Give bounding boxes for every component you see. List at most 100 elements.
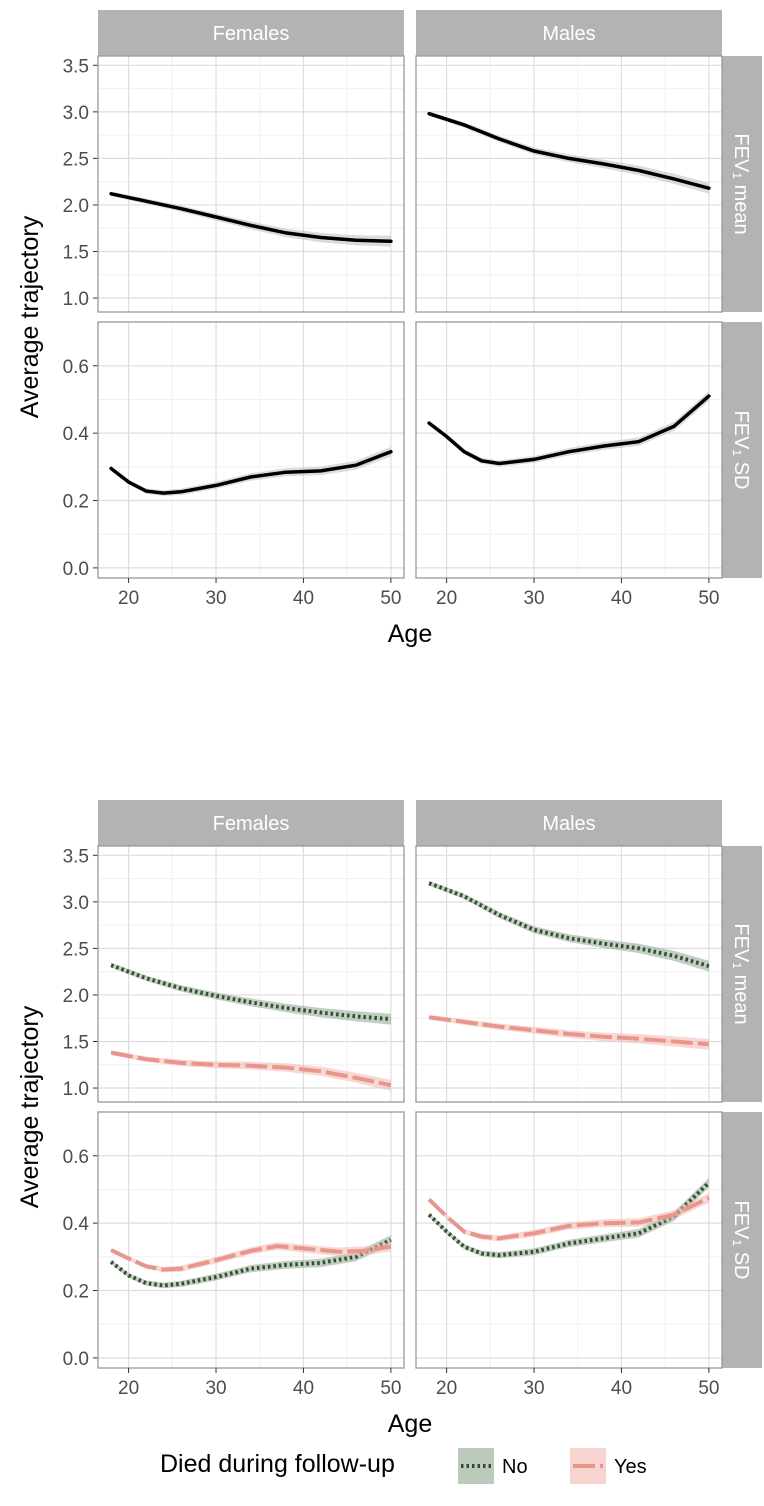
y-tick-label: 2.0 [63, 986, 89, 1007]
facet-strip-females [98, 800, 404, 846]
series-line [427, 111, 711, 190]
x-tick-label: 20 [436, 588, 457, 609]
x-tick-label: 30 [523, 588, 544, 609]
series-line-no [428, 881, 710, 969]
series-line-no [427, 1181, 711, 1258]
series-line-yes [427, 1196, 710, 1241]
panel-background [98, 1112, 404, 1368]
y-tick-label: 0.2 [63, 1282, 89, 1303]
confidence-band-no [111, 962, 391, 1025]
panel-border [97, 845, 405, 1103]
y-tick-label: 0.6 [63, 357, 89, 378]
x-tick-label: 40 [293, 1378, 314, 1399]
series-line-yes [110, 1244, 392, 1272]
series-line [109, 449, 393, 495]
y-tick-label: 1.5 [63, 242, 89, 263]
chart-block-1: Females Males FEV₁ mean 1.0 1.5 2.0 2.5 3.0 3.5 F… [16, 10, 762, 648]
series-line-no [110, 963, 392, 1022]
panel-border [97, 55, 405, 313]
series-line [109, 192, 393, 244]
x-tick-label: 20 [118, 1378, 139, 1399]
facet-strip-males [416, 10, 722, 56]
facet-strip-label: Females [213, 23, 290, 45]
x-tick-label: 40 [611, 1378, 632, 1399]
panel-border [415, 1111, 723, 1369]
panel-females-mean [97, 55, 405, 313]
confidence-band-yes [429, 1193, 709, 1242]
series-line-yes [110, 1050, 392, 1088]
x-tick-label: 50 [380, 1378, 401, 1399]
legend-title: Died during follow-up [160, 1450, 395, 1478]
facet-row-label: FEV₁ mean [730, 133, 752, 234]
series-line [427, 394, 711, 466]
facet-strip-label: Females [213, 813, 290, 835]
panel-border [415, 321, 723, 579]
panel-females-sd [97, 321, 405, 579]
y-tick-label: 1.0 [63, 289, 89, 310]
panel-females-mean [97, 845, 405, 1103]
facet-row-label: FEV₁ SD [730, 411, 752, 490]
facet-strip-males [416, 800, 722, 846]
y-axis-title: Average trajectory [16, 1005, 44, 1208]
y-tick-label: 1.5 [63, 1032, 89, 1053]
panel-males-sd [415, 321, 723, 579]
facet-row-strip [722, 322, 762, 578]
facet-strip-label: Males [542, 23, 595, 45]
panel-males-mean [415, 55, 723, 313]
y-tick-label: 0.0 [63, 1349, 89, 1370]
y-tick-label: 2.5 [63, 149, 89, 170]
x-axis-title: Age [388, 1410, 432, 1438]
y-tick-label: 0.4 [63, 424, 90, 445]
facet-row-label: FEV₁ SD [730, 1201, 752, 1280]
x-tick-label: 50 [698, 588, 719, 609]
facet-strip-females [98, 10, 404, 56]
legend-key-no [458, 1448, 494, 1484]
panel-background [416, 846, 722, 1102]
y-tick-label: 2.5 [63, 939, 89, 960]
panel-males-sd [415, 1111, 723, 1369]
legend: Died during follow-up No Yes [160, 1448, 647, 1484]
x-tick-label: 50 [380, 588, 401, 609]
confidence-band [429, 111, 709, 194]
confidence-band [111, 446, 391, 496]
legend-label-yes: Yes [614, 1456, 647, 1478]
x-tick-label: 20 [436, 1378, 457, 1399]
y-tick-label: 2.0 [63, 196, 89, 217]
panel-border [415, 845, 723, 1103]
x-tick-label: 40 [611, 588, 632, 609]
y-axis-title: Average trajectory [16, 215, 44, 418]
facet-row-strip [722, 1112, 762, 1368]
y-tick-label: 0.2 [63, 492, 89, 513]
x-tick-label: 30 [205, 588, 226, 609]
panel-border [97, 321, 405, 579]
facet-strip-label: Males [542, 813, 595, 835]
x-tick-label: 20 [118, 588, 139, 609]
panel-background [416, 56, 722, 312]
x-tick-label: 30 [205, 1378, 226, 1399]
x-tick-label: 50 [698, 1378, 719, 1399]
panel-background [98, 56, 404, 312]
panel-females-sd [97, 1111, 405, 1369]
panel-background [98, 322, 404, 578]
y-tick-label: 0.0 [63, 559, 89, 580]
legend-label-no: No [502, 1456, 528, 1478]
facet-row-strip [722, 56, 762, 312]
panel-border [97, 1111, 405, 1369]
y-tick-label: 3.5 [63, 56, 89, 77]
y-tick-label: 3.0 [63, 103, 89, 124]
y-tick-label: 3.0 [63, 893, 89, 914]
series-line-yes [428, 1015, 710, 1047]
facet-row-strip [722, 846, 762, 1102]
panel-border [415, 55, 723, 313]
y-tick-label: 3.5 [63, 846, 89, 867]
facet-row-label: FEV₁ mean [730, 923, 752, 1024]
x-tick-label: 40 [293, 588, 314, 609]
chart-block-2: Females Males FEV₁ mean 1.0 1.5 2.0 2.5 3.0 3.5 F… [16, 800, 762, 1484]
confidence-band-yes [111, 1050, 391, 1091]
y-tick-label: 0.4 [63, 1214, 90, 1235]
x-tick-label: 30 [523, 1378, 544, 1399]
y-tick-label: 1.0 [63, 1079, 89, 1100]
x-axis-title: Age [388, 620, 432, 648]
series-line-no [109, 1238, 392, 1288]
